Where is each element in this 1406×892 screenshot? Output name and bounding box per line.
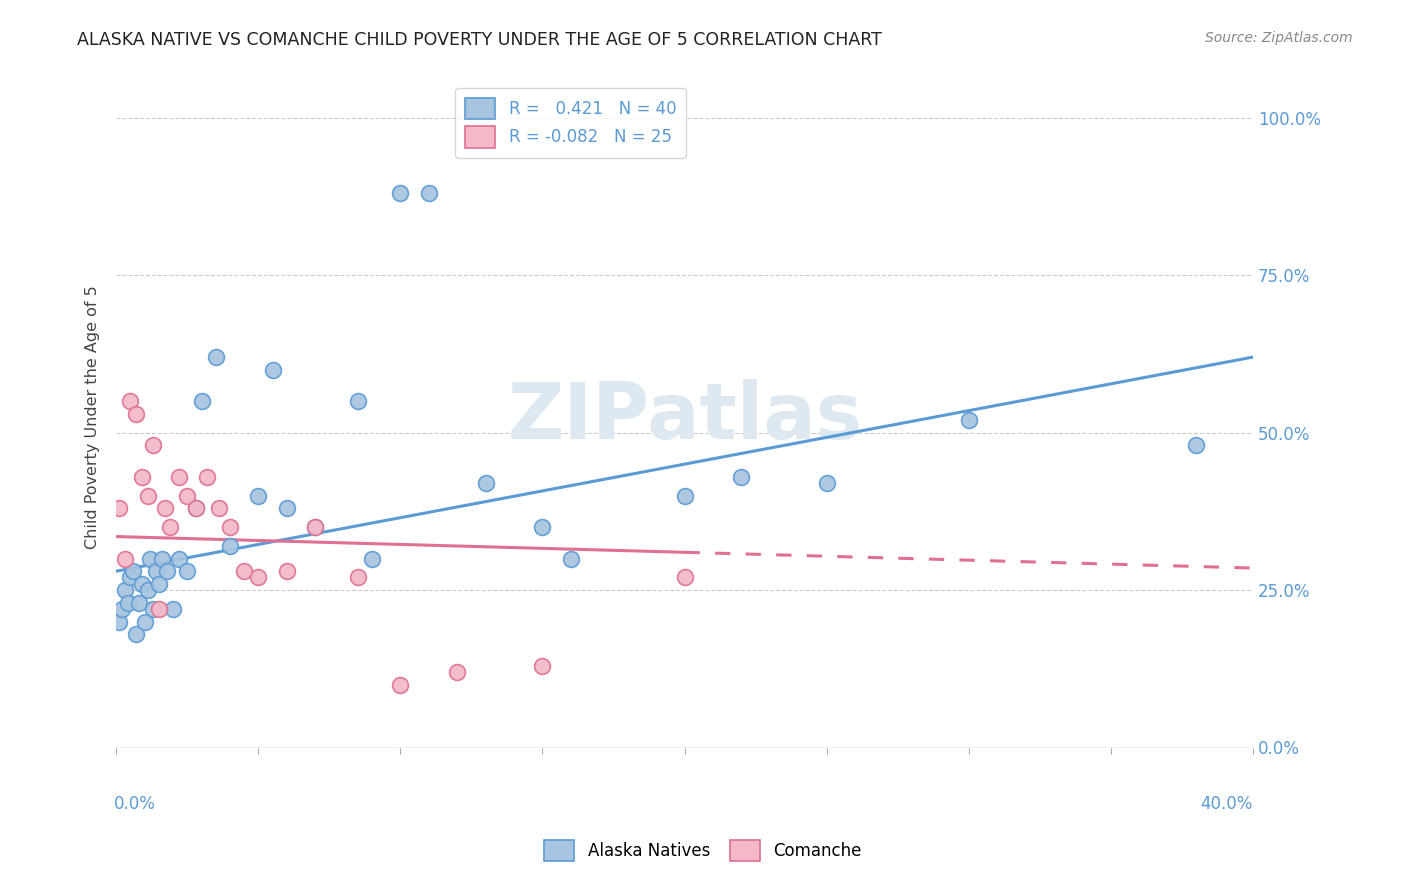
- Text: ALASKA NATIVE VS COMANCHE CHILD POVERTY UNDER THE AGE OF 5 CORRELATION CHART: ALASKA NATIVE VS COMANCHE CHILD POVERTY …: [77, 31, 882, 49]
- Point: [262, 362, 284, 376]
- Point: [474, 476, 496, 491]
- Point: [560, 551, 582, 566]
- Point: [111, 602, 134, 616]
- Point: [531, 520, 554, 534]
- Point: [184, 501, 207, 516]
- Point: [389, 677, 412, 691]
- Text: 0.0%: 0.0%: [114, 795, 155, 813]
- Point: [136, 583, 159, 598]
- Point: [361, 551, 384, 566]
- Point: [276, 564, 298, 578]
- Text: Source: ZipAtlas.com: Source: ZipAtlas.com: [1205, 31, 1353, 45]
- Legend: R =   0.421   N = 40, R = -0.082   N = 25: R = 0.421 N = 40, R = -0.082 N = 25: [456, 88, 686, 158]
- Point: [204, 350, 226, 364]
- Point: [125, 627, 148, 641]
- Point: [150, 551, 173, 566]
- Point: [167, 551, 190, 566]
- Point: [120, 394, 142, 409]
- Point: [219, 539, 242, 553]
- Point: [304, 520, 326, 534]
- Point: [156, 564, 179, 578]
- Point: [207, 501, 229, 516]
- Point: [276, 501, 298, 516]
- Point: [162, 602, 184, 616]
- Point: [167, 469, 190, 483]
- Point: [389, 186, 412, 201]
- Text: ZIPatlas: ZIPatlas: [508, 379, 862, 455]
- Point: [730, 469, 752, 483]
- Point: [190, 394, 212, 409]
- Point: [346, 394, 368, 409]
- Text: 40.0%: 40.0%: [1201, 795, 1253, 813]
- Point: [176, 489, 198, 503]
- Point: [108, 501, 131, 516]
- Point: [122, 564, 145, 578]
- Point: [1185, 438, 1208, 452]
- Point: [304, 520, 326, 534]
- Point: [145, 564, 167, 578]
- Point: [184, 501, 207, 516]
- Point: [446, 665, 468, 679]
- Point: [957, 413, 980, 427]
- Point: [418, 186, 440, 201]
- Point: [346, 570, 368, 584]
- Point: [142, 438, 165, 452]
- Point: [815, 476, 838, 491]
- Point: [247, 570, 270, 584]
- Point: [108, 615, 131, 629]
- Legend: Alaska Natives, Comanche: Alaska Natives, Comanche: [537, 833, 869, 868]
- Point: [139, 551, 162, 566]
- Point: [131, 576, 153, 591]
- Point: [114, 551, 136, 566]
- Point: [159, 520, 181, 534]
- Point: [148, 602, 170, 616]
- Point: [673, 489, 696, 503]
- Point: [153, 501, 176, 516]
- Point: [117, 596, 139, 610]
- Point: [114, 583, 136, 598]
- Point: [195, 469, 218, 483]
- Point: [134, 615, 156, 629]
- Point: [136, 489, 159, 503]
- Point: [142, 602, 165, 616]
- Point: [247, 489, 270, 503]
- Y-axis label: Child Poverty Under the Age of 5: Child Poverty Under the Age of 5: [86, 285, 100, 549]
- Point: [531, 658, 554, 673]
- Point: [219, 520, 242, 534]
- Point: [176, 564, 198, 578]
- Point: [131, 469, 153, 483]
- Point: [125, 407, 148, 421]
- Point: [148, 576, 170, 591]
- Point: [673, 570, 696, 584]
- Point: [120, 570, 142, 584]
- Point: [233, 564, 256, 578]
- Point: [128, 596, 150, 610]
